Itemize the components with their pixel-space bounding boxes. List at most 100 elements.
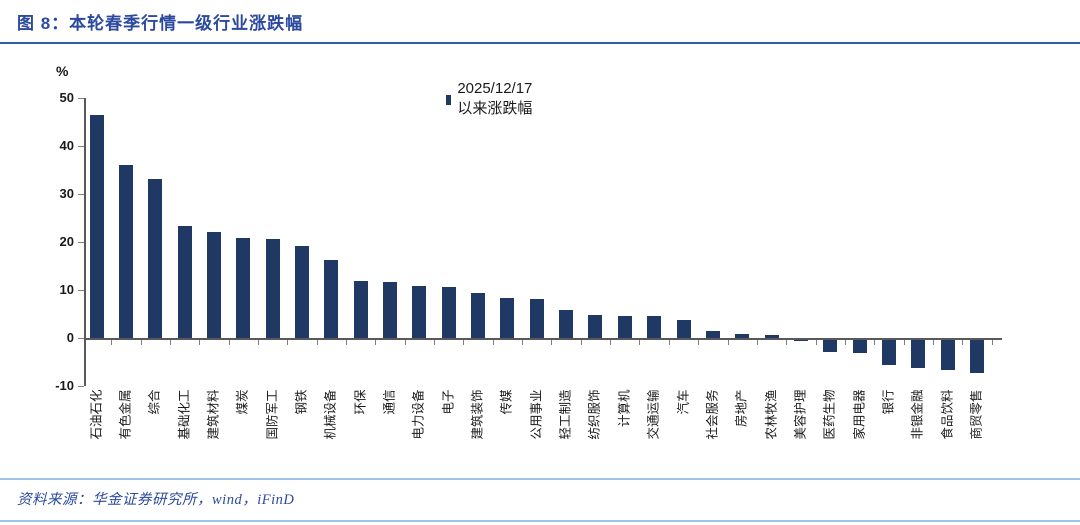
category-label: 美容护理 [793, 389, 808, 440]
x-axis-tick [434, 340, 436, 345]
x-axis-tick [228, 340, 230, 345]
figure-title: 图 8：本轮春季行情一级行业涨跌幅 [17, 14, 304, 33]
y-axis-tick-label: 50 [59, 90, 74, 105]
y-axis-tick [78, 97, 84, 99]
category-label: 纺织服饰 [587, 389, 602, 440]
bar [647, 316, 662, 338]
category-label: 汽车 [676, 389, 690, 415]
bar [412, 286, 427, 338]
category-label: 农林牧渔 [764, 389, 779, 440]
x-axis-tick [580, 340, 582, 345]
category-label: 通信 [382, 389, 397, 415]
bar [118, 165, 133, 338]
bar [617, 315, 632, 338]
category-label: 商贸零售 [969, 389, 984, 440]
bar [500, 298, 515, 338]
bar [148, 178, 163, 338]
legend-swatch-icon [446, 94, 452, 105]
y-axis-tick [78, 193, 84, 195]
bar [383, 282, 397, 338]
y-axis-tick [78, 145, 84, 147]
y-axis-tick [78, 385, 84, 387]
category-label: 电力设备 [411, 389, 426, 440]
category-label: 国防军工 [265, 389, 280, 440]
bar [852, 340, 867, 353]
category-label: 基础化工 [177, 389, 192, 440]
x-axis-tick [727, 340, 729, 345]
category-label: 计算机 [617, 389, 632, 428]
x-axis-tick [345, 340, 347, 345]
bar [970, 340, 984, 373]
category-label: 公用事业 [529, 389, 544, 440]
bar [353, 280, 368, 338]
category-label: 煤炭 [235, 389, 250, 415]
legend-label: 2025/12/17以来涨跌幅 [457, 80, 533, 117]
bar [735, 333, 750, 338]
x-axis-line [84, 338, 1002, 340]
category-label: 交通运输 [646, 389, 661, 440]
x-axis-tick [199, 340, 201, 345]
category-label: 钢铁 [294, 389, 309, 415]
bar [529, 298, 544, 338]
y-axis-tick [78, 241, 84, 243]
x-axis-tick [786, 340, 788, 345]
bar [177, 226, 192, 338]
x-axis-tick [668, 340, 670, 345]
category-label: 电子 [441, 389, 456, 415]
bar [265, 239, 280, 338]
x-axis-tick [844, 340, 846, 345]
bar [676, 320, 691, 338]
x-axis-tick [698, 340, 700, 345]
category-label: 机械设备 [323, 389, 338, 440]
bar [705, 330, 720, 338]
x-axis-tick [257, 340, 259, 345]
y-axis-tick-label: 10 [59, 282, 74, 297]
category-label: 建筑装饰 [470, 389, 485, 440]
category-label: 有色金属 [118, 389, 133, 440]
x-axis-tick [874, 340, 876, 345]
bar [206, 232, 221, 338]
x-axis-tick [375, 340, 377, 345]
category-label: 建筑材料 [206, 389, 221, 440]
bar [911, 340, 926, 369]
y-axis-tick-label: 30 [59, 186, 74, 201]
y-axis-tick-label: -10 [55, 378, 74, 393]
category-label: 房地产 [734, 389, 749, 428]
source-note: 资料来源：华金证券研究所，wind，iFinD [17, 492, 295, 508]
x-axis-tick [316, 340, 318, 345]
y-axis-tick [78, 337, 84, 339]
y-axis-tick-label: 20 [59, 234, 74, 249]
chart-legend: 2025/12/17以来涨跌幅 [446, 80, 537, 118]
x-axis-tick [463, 340, 465, 345]
bar [324, 259, 339, 338]
bar [294, 246, 309, 338]
bar [823, 340, 838, 352]
category-label: 社会服务 [705, 389, 720, 440]
category-label: 环保 [353, 389, 368, 415]
x-axis-tick [610, 340, 612, 345]
y-axis-tick-label: 40 [59, 138, 74, 153]
y-axis-tick [78, 289, 84, 291]
category-label: 综合 [147, 389, 162, 415]
category-label: 石油石化 [89, 389, 103, 440]
x-axis-tick [404, 340, 406, 345]
x-axis-tick [639, 340, 641, 345]
bar [236, 238, 251, 338]
bottom-rule [0, 520, 1080, 522]
bar [588, 314, 603, 338]
x-axis-tick [756, 340, 758, 345]
x-axis-tick [991, 340, 993, 345]
x-axis-tick [903, 340, 905, 345]
bar [764, 334, 779, 338]
category-label: 传媒 [499, 389, 514, 415]
x-axis-tick [932, 340, 934, 345]
x-axis-tick [551, 340, 553, 345]
bar [940, 340, 955, 371]
category-label: 医药生物 [822, 389, 837, 440]
category-label: 非银金融 [910, 389, 925, 440]
x-axis-tick [962, 340, 964, 345]
bar [881, 340, 896, 366]
category-labels-rule [0, 478, 1080, 480]
x-axis-tick [522, 340, 524, 345]
x-axis-tick [111, 340, 113, 345]
